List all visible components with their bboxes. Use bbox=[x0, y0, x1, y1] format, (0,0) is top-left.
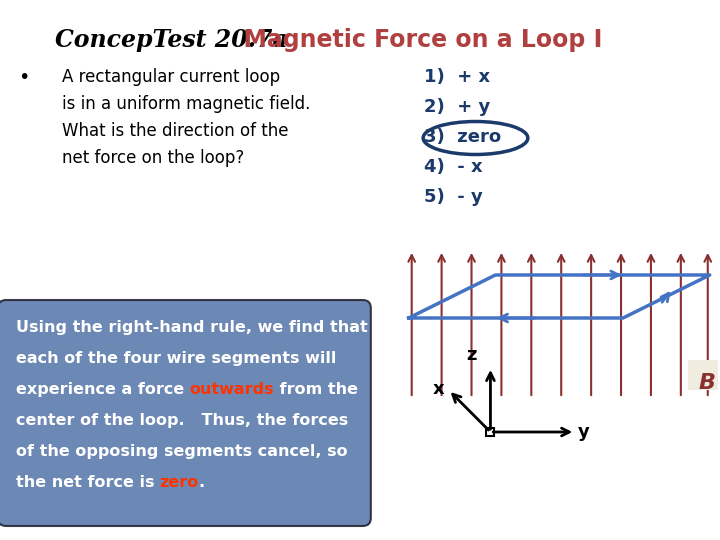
Text: •: • bbox=[18, 68, 30, 87]
Text: each of the four wire segments will: each of the four wire segments will bbox=[16, 351, 336, 366]
Text: 2)  + y: 2) + y bbox=[423, 98, 490, 116]
Text: from the: from the bbox=[274, 382, 358, 397]
Text: .: . bbox=[199, 475, 205, 490]
FancyBboxPatch shape bbox=[0, 300, 371, 526]
Text: experience a force: experience a force bbox=[16, 382, 190, 397]
FancyBboxPatch shape bbox=[688, 360, 718, 390]
Text: ConcepTest 20.7a: ConcepTest 20.7a bbox=[55, 28, 287, 52]
Text: Using the right-hand rule, we find that: Using the right-hand rule, we find that bbox=[16, 320, 368, 335]
Text: x: x bbox=[433, 380, 444, 398]
Text: B: B bbox=[699, 373, 716, 393]
Text: 3)  zero: 3) zero bbox=[423, 128, 501, 146]
Text: y: y bbox=[578, 423, 590, 441]
Text: zero: zero bbox=[160, 475, 199, 490]
Text: outwards: outwards bbox=[189, 382, 274, 397]
Text: of the opposing segments cancel, so: of the opposing segments cancel, so bbox=[16, 444, 348, 459]
Text: z: z bbox=[466, 346, 477, 364]
Text: A rectangular current loop
is in a uniform magnetic field.
What is the direction: A rectangular current loop is in a unifo… bbox=[62, 68, 310, 167]
Text: the net force is: the net force is bbox=[16, 475, 160, 490]
Text: 5)  - y: 5) - y bbox=[423, 188, 482, 206]
Text: 1)  + x: 1) + x bbox=[423, 68, 490, 86]
Text: Magnetic Force on a Loop I: Magnetic Force on a Loop I bbox=[228, 28, 603, 52]
Text: center of the loop.   Thus, the forces: center of the loop. Thus, the forces bbox=[16, 413, 348, 428]
Text: 4)  - x: 4) - x bbox=[423, 158, 482, 176]
